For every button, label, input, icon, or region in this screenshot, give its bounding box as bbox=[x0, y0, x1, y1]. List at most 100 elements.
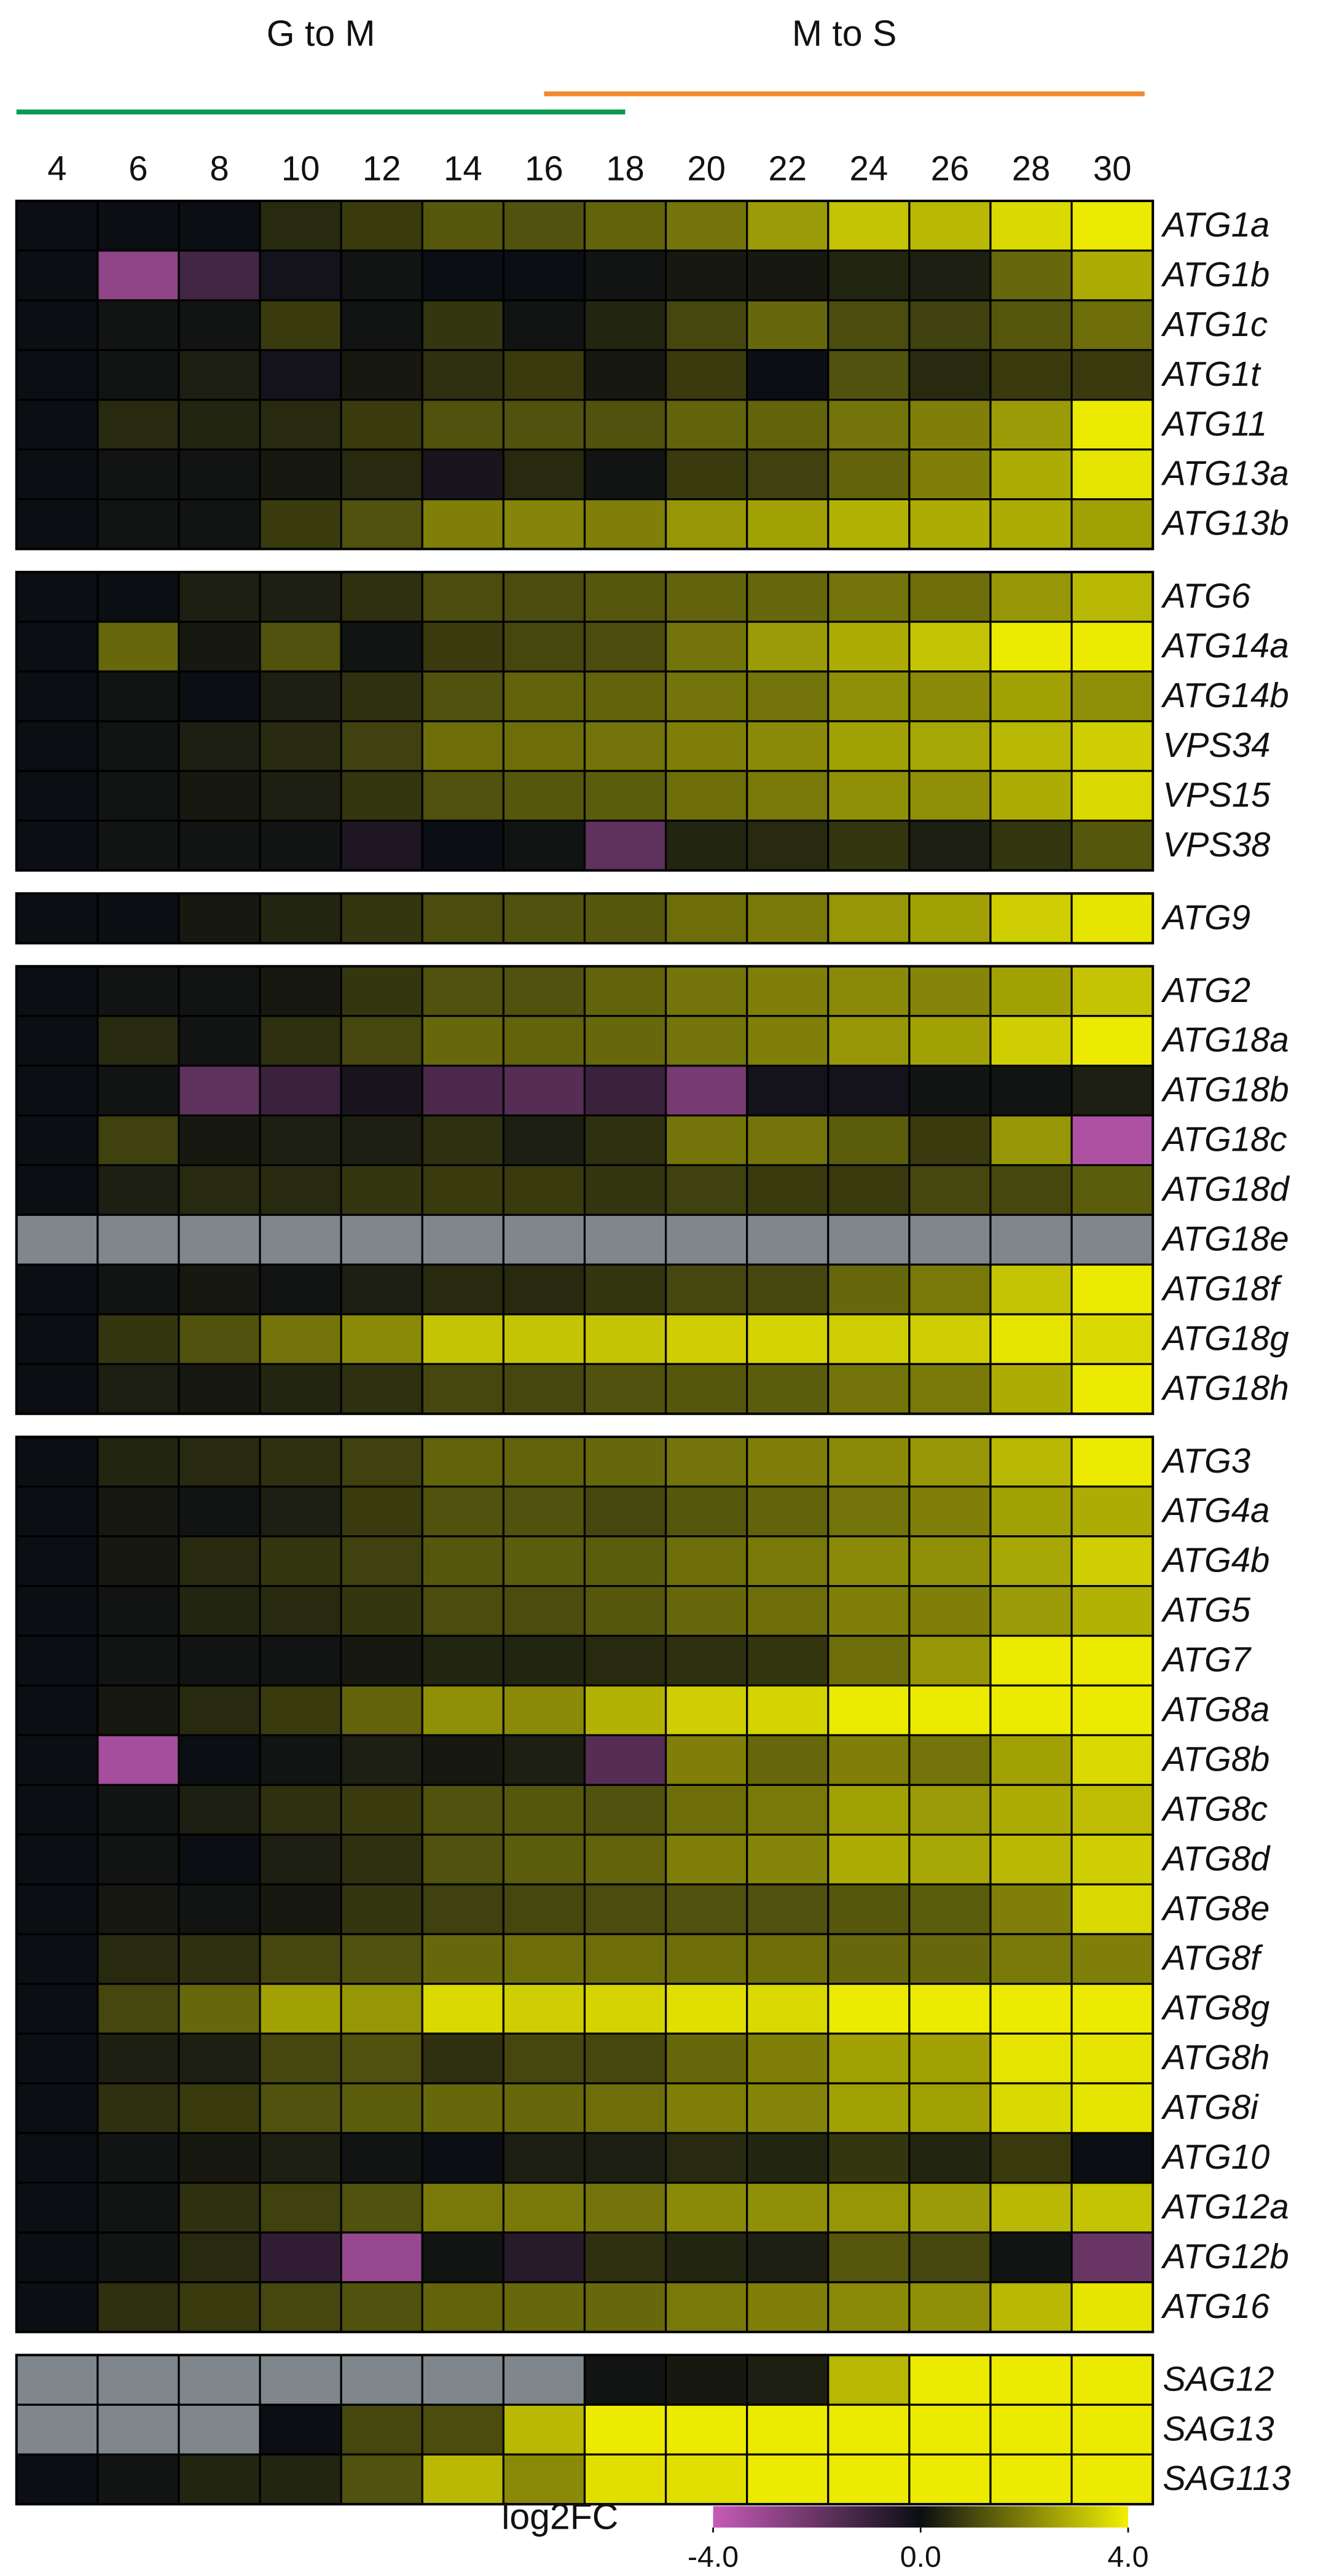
heat-cell bbox=[827, 1933, 911, 1985]
heat-cell bbox=[15, 299, 99, 351]
heat-cell bbox=[583, 1263, 667, 1315]
heat-cell bbox=[96, 2281, 180, 2333]
heat-cell bbox=[340, 1684, 423, 1737]
heat-cell bbox=[178, 892, 261, 944]
heat-cell bbox=[178, 621, 261, 673]
heat-cell bbox=[15, 1535, 99, 1587]
na-cell bbox=[15, 2354, 99, 2406]
heat-cell bbox=[908, 2082, 992, 2134]
row-label: ATG8e bbox=[1161, 1889, 1269, 1927]
heat-cell bbox=[96, 1734, 180, 1787]
heat-cell bbox=[96, 1783, 180, 1836]
heat-cell bbox=[502, 1883, 586, 1935]
heat-cell bbox=[908, 571, 992, 623]
heat-cell bbox=[827, 2231, 911, 2284]
heat-cell bbox=[96, 1933, 180, 1985]
heat-cell bbox=[259, 2132, 342, 2184]
heat-cell bbox=[746, 621, 830, 673]
heat-cell bbox=[96, 571, 180, 623]
heat-cell bbox=[259, 1585, 342, 1637]
na-cell bbox=[96, 2354, 180, 2406]
heat-cell bbox=[746, 1114, 830, 1167]
heat-cell bbox=[989, 770, 1073, 822]
heat-cell bbox=[259, 1684, 342, 1737]
heat-cell bbox=[15, 349, 99, 401]
heat-cell bbox=[178, 448, 261, 501]
heat-cell bbox=[15, 498, 99, 550]
heat-cell bbox=[502, 1263, 586, 1315]
heat-cell bbox=[502, 1734, 586, 1787]
heat-cell bbox=[989, 965, 1073, 1017]
heat-cell bbox=[908, 1883, 992, 1935]
heat-cell bbox=[746, 2231, 830, 2284]
heat-cell bbox=[746, 670, 830, 722]
heat-cell bbox=[1070, 820, 1154, 872]
heat-cell bbox=[908, 670, 992, 722]
heat-cell bbox=[421, 1684, 504, 1737]
heat-cell bbox=[664, 1486, 748, 1538]
na-cell bbox=[259, 1213, 342, 1266]
heat-cell bbox=[96, 1486, 180, 1538]
heat-cell bbox=[340, 2403, 423, 2456]
heat-cell bbox=[178, 249, 261, 302]
heat-cell bbox=[15, 1363, 99, 1415]
row-label: ATG18a bbox=[1161, 1020, 1289, 1059]
heat-cell bbox=[340, 1015, 423, 1067]
heat-cell bbox=[583, 1585, 667, 1637]
heat-cell bbox=[1070, 2182, 1154, 2234]
heat-cell bbox=[96, 399, 180, 451]
heat-cell bbox=[664, 720, 748, 772]
heat-cell bbox=[989, 2281, 1073, 2333]
heat-cell bbox=[340, 2182, 423, 2234]
row-label: ATG18f bbox=[1161, 1269, 1282, 1307]
heat-cell bbox=[178, 720, 261, 772]
heat-cell bbox=[421, 2182, 504, 2234]
heat-cell bbox=[583, 1634, 667, 1687]
heat-cell bbox=[1070, 2082, 1154, 2134]
heat-cell bbox=[502, 1486, 586, 1538]
heat-cell bbox=[178, 1164, 261, 1216]
heat-cell bbox=[583, 1535, 667, 1587]
heat-cell bbox=[583, 770, 667, 822]
heat-cell bbox=[908, 399, 992, 451]
heat-cell bbox=[908, 200, 992, 252]
heat-cell bbox=[583, 1933, 667, 1985]
heat-cell bbox=[827, 571, 911, 623]
heat-cell bbox=[827, 720, 911, 772]
heat-cell bbox=[908, 621, 992, 673]
column-label: 16 bbox=[525, 149, 563, 188]
heat-cell bbox=[583, 1015, 667, 1067]
heat-cell bbox=[1070, 2403, 1154, 2456]
heat-cell bbox=[746, 2354, 830, 2406]
heat-cell bbox=[664, 1363, 748, 1415]
heat-cell bbox=[908, 1114, 992, 1167]
colorbar-title: log2FC bbox=[501, 2497, 618, 2537]
heat-cell bbox=[502, 498, 586, 550]
heat-cell bbox=[15, 1114, 99, 1167]
heat-cell bbox=[502, 720, 586, 772]
heat-cell bbox=[421, 1486, 504, 1538]
heat-cell bbox=[664, 399, 748, 451]
heat-cell bbox=[259, 249, 342, 302]
heat-cell bbox=[908, 2281, 992, 2333]
heat-cell bbox=[340, 1363, 423, 1415]
heat-cell bbox=[827, 2182, 911, 2234]
heat-cell bbox=[178, 1684, 261, 1737]
heat-cell bbox=[421, 1263, 504, 1315]
na-cell bbox=[421, 2354, 504, 2406]
heat-cell bbox=[908, 1065, 992, 1117]
heat-cell bbox=[989, 1486, 1073, 1538]
row-label: ATG8f bbox=[1161, 1938, 1263, 1977]
heat-cell bbox=[96, 892, 180, 944]
heat-cell bbox=[340, 1783, 423, 1836]
heat-cell bbox=[746, 571, 830, 623]
heat-cell bbox=[664, 1436, 748, 1488]
heat-cell bbox=[908, 1634, 992, 1687]
heat-cell bbox=[178, 1114, 261, 1167]
heat-cell bbox=[989, 1263, 1073, 1315]
heat-cell bbox=[827, 2082, 911, 2134]
colorbar-tick-label: 4.0 bbox=[1107, 2540, 1148, 2574]
heat-cell bbox=[178, 2132, 261, 2184]
heat-cell bbox=[664, 2354, 748, 2406]
row-label: VPS15 bbox=[1163, 775, 1271, 814]
